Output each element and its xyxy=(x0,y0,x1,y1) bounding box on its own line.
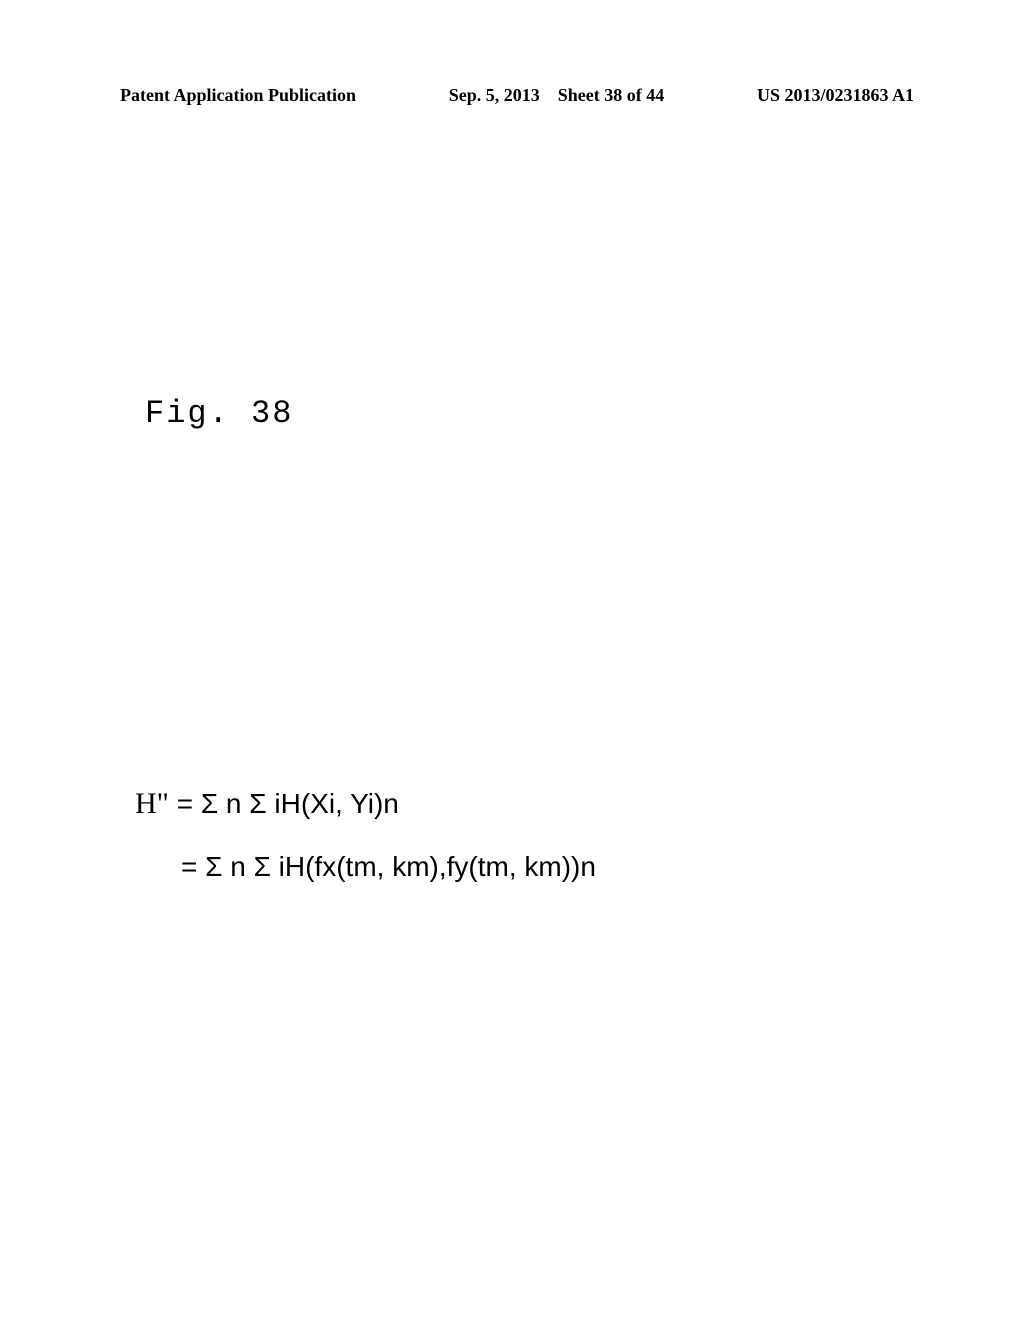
equals-sign-2: = xyxy=(181,851,197,882)
equation-lhs: H" xyxy=(135,787,169,820)
equation-rhs-1: Σ n Σ iH(Xi, Yi)n xyxy=(201,788,399,819)
patent-header: Patent Application Publication Sep. 5, 2… xyxy=(0,85,1024,106)
publication-date-sheet: Sep. 5, 2013 Sheet 38 of 44 xyxy=(449,85,665,106)
publication-date: Sep. 5, 2013 xyxy=(449,85,540,105)
patent-number: US 2013/0231863 A1 xyxy=(757,85,914,106)
sheet-info: Sheet 38 of 44 xyxy=(558,85,665,105)
equation-line-2: = Σ n Σ iH(fx(tm, km),fy(tm, km))n xyxy=(181,840,596,893)
equals-sign-1: = xyxy=(177,788,193,819)
equation-block: H" = Σ n Σ iH(Xi, Yi)n = Σ n Σ iH(fx(tm,… xyxy=(135,775,596,893)
equation-line-1: H" = Σ n Σ iH(Xi, Yi)n xyxy=(135,775,596,832)
publication-type: Patent Application Publication xyxy=(120,85,356,106)
figure-label: Fig. 38 xyxy=(145,395,293,432)
equation-rhs-2: Σ n Σ iH(fx(tm, km),fy(tm, km))n xyxy=(205,851,596,882)
